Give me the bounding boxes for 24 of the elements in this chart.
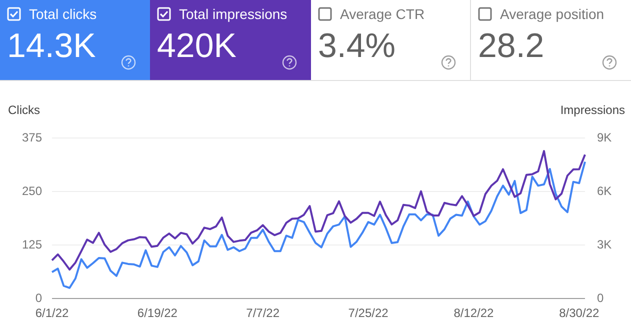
y2-tick-label: 6K (597, 184, 612, 198)
x-tick-label: 8/12/22 (454, 306, 494, 320)
y-tick-label: 375 (22, 130, 42, 145)
text: 28.2 (478, 26, 546, 66)
y2-tick-label: 0 (597, 290, 604, 305)
y2-axis-title: Impressions (560, 103, 625, 119)
y2-tick-label: 3K (597, 237, 612, 252)
y-tick-label: 0 (35, 290, 42, 305)
y2-tick-label: 9K (597, 130, 612, 145)
text: Average CTR (340, 6, 425, 22)
text: Total impressions (179, 6, 288, 22)
text: 14.3K (7, 26, 97, 66)
text: 3.4% (318, 26, 396, 66)
x-tick-label: 7/25/22 (348, 306, 389, 320)
y-axis-title: Clicks (8, 103, 40, 119)
y-tick-label: 125 (22, 237, 42, 252)
text: Average position (500, 6, 604, 22)
text: 420K (157, 26, 238, 66)
x-tick-label: 8/30/22 (559, 306, 600, 320)
x-tick-label: 7/7/22 (246, 306, 280, 320)
text: Total clicks (29, 6, 97, 22)
y-tick-label: 250 (22, 184, 42, 198)
x-tick-label: 6/1/22 (35, 306, 69, 320)
x-tick-label: 6/19/22 (137, 306, 178, 320)
